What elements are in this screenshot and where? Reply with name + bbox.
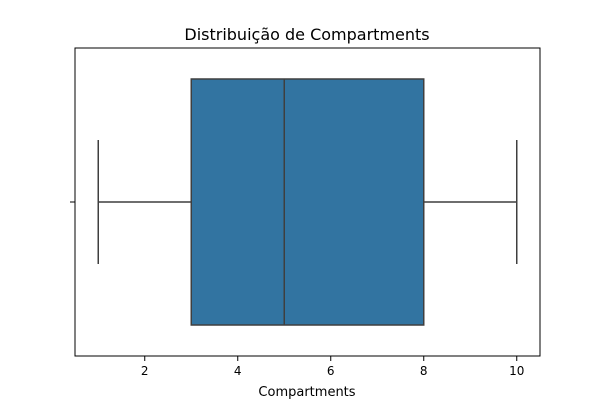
x-tick-label: 4 <box>234 364 242 378</box>
x-axis-ticks: 2 4 6 8 10 <box>141 356 524 378</box>
iqr-box <box>190 78 425 326</box>
x-axis-label: Compartments <box>258 385 355 400</box>
x-tick-label: 6 <box>327 364 335 378</box>
plot-area <box>97 78 518 326</box>
x-tick-label: 2 <box>141 364 149 378</box>
chart-title: Distribuição de Compartments <box>184 25 429 44</box>
x-tick-label: 8 <box>420 364 428 378</box>
x-tick-label: 10 <box>509 364 524 378</box>
